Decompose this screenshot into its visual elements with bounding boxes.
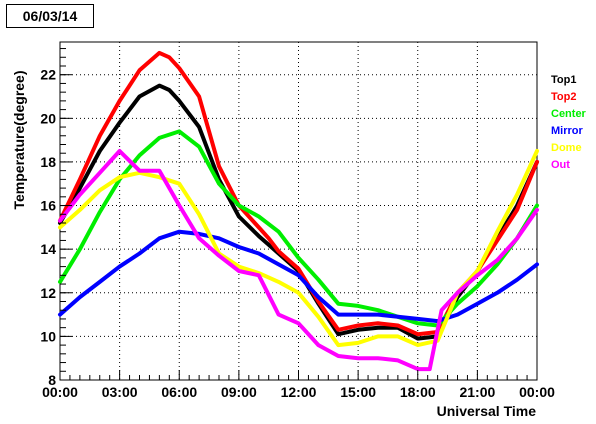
x-axis-label: Universal Time: [437, 403, 537, 419]
series-lines: [58, 50, 539, 372]
legend-entry-top1: Top1: [551, 74, 576, 86]
y-tick-label: 16: [40, 198, 56, 214]
y-tick-label: 18: [40, 154, 56, 170]
x-tick-label: 03:00: [102, 384, 138, 400]
series-line-out: [58, 149, 539, 372]
y-axis-label: Temperature(degree): [11, 70, 27, 209]
x-tick-label: 09:00: [221, 384, 257, 400]
series-line-center: [58, 129, 539, 328]
x-tick-label: 18:00: [400, 384, 436, 400]
y-tick-label: 14: [40, 241, 56, 257]
x-tick-label: 06:00: [161, 384, 197, 400]
y-tick-label: 20: [40, 110, 56, 126]
x-tick-label: 21:00: [459, 384, 495, 400]
y-tick-label: 22: [40, 67, 56, 83]
legend-entry-dome: Dome: [551, 142, 582, 154]
y-tick-label: 8: [48, 372, 56, 388]
y-tick-label: 10: [40, 328, 56, 344]
legend-entry-top2: Top2: [551, 91, 576, 103]
legend: Top1 Top2 Center Mirror Dome Out: [551, 74, 587, 171]
legend-entry-out: Out: [551, 159, 570, 171]
chart-title: 06/03/14: [6, 4, 94, 28]
legend-entry-center: Center: [551, 108, 587, 120]
axis-ticks: [59, 48, 538, 381]
x-tick-label: 12:00: [281, 384, 317, 400]
legend-entry-mirror: Mirror: [551, 125, 584, 137]
x-tick-label: 15:00: [340, 384, 376, 400]
x-tick-label: 00:00: [519, 384, 555, 400]
tick-labels: 00:00 03:00 06:00 09:00 12:00 15:00 18:00 21:00…: [40, 67, 555, 400]
y-tick-label: 12: [40, 285, 56, 301]
series-line-mirror: [58, 229, 539, 324]
x-tick-label: 00:00: [42, 384, 78, 400]
